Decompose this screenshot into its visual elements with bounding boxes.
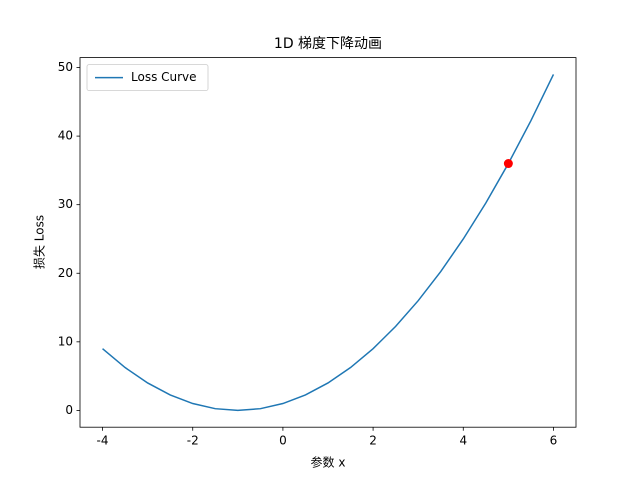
y-axis-label: 损失 Loss [32,215,47,269]
y-tick-label: 0 [65,403,73,417]
loss-line [102,74,555,412]
x-tick-label: 4 [459,434,467,448]
y-tick-label: 10 [58,334,73,348]
x-tick-label: 2 [369,434,377,448]
x-tick-label: 6 [550,434,558,448]
y-tick-label: 50 [58,60,73,74]
x-tick-label: -4 [97,434,109,448]
chart-title: 1D 梯度下降动画 [274,36,382,52]
x-tick-label: -2 [187,434,199,448]
x-tick-label: 0 [279,434,287,448]
current-point [503,159,513,169]
legend-box [86,64,209,91]
y-tick-label: 20 [58,266,73,280]
y-tick-label: 40 [58,129,73,143]
x-axis-label: 参数 x [311,455,346,470]
plot-frame [79,57,577,428]
legend-label: Loss Curve [131,70,197,84]
y-tick-label: 30 [58,197,73,211]
